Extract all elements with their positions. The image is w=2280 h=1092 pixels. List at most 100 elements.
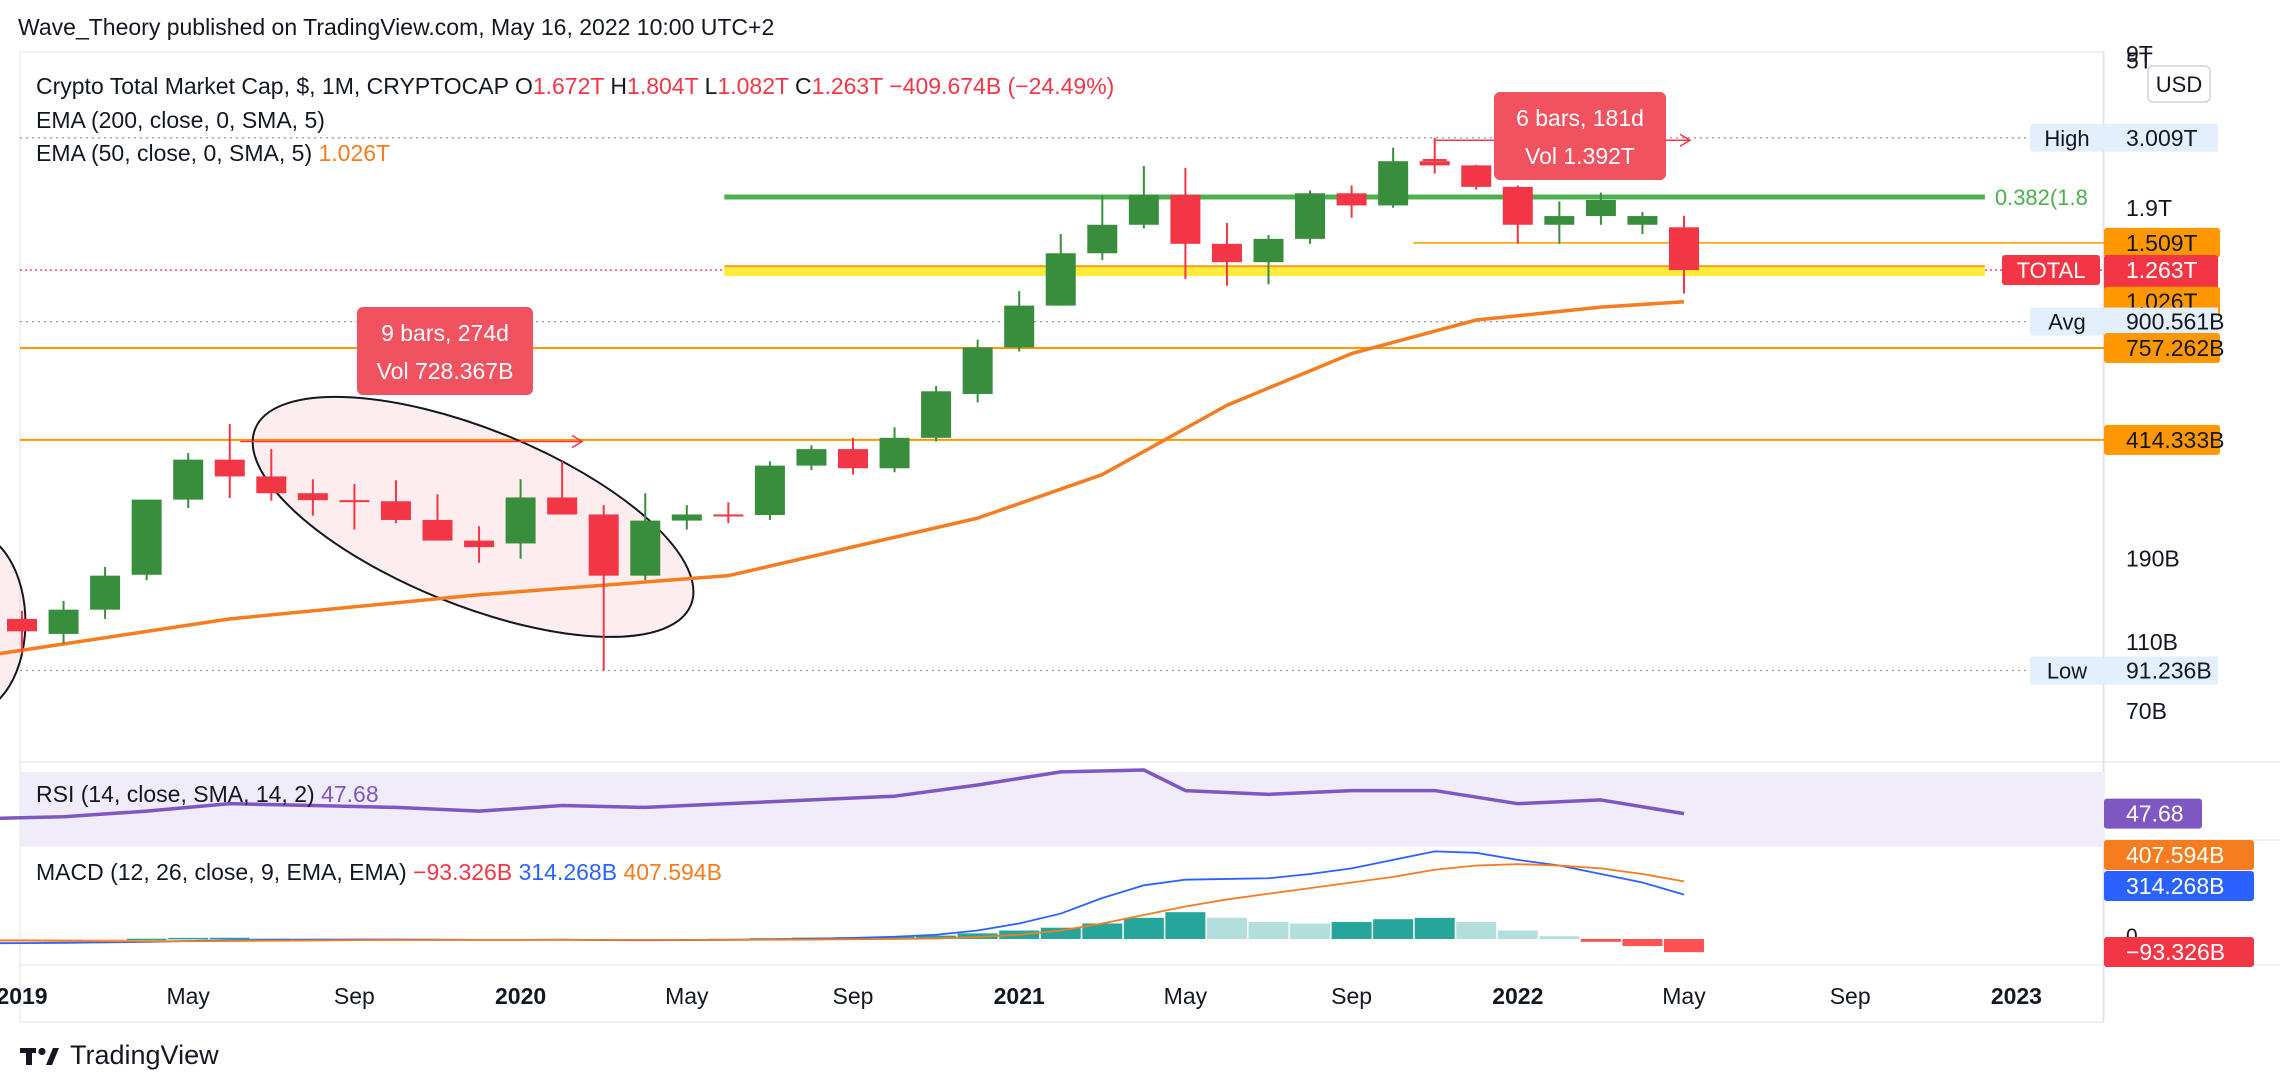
rsi-line [0,768,1685,820]
candle-body [380,501,411,520]
legend-ema50: EMA (50, close, 0, SMA, 5) 1.026T [36,140,390,166]
fib-0382-label: 0.382(1.8 [1995,185,2088,210]
price-tick-label: 1.9T [2126,195,2172,221]
candle-body [921,391,952,438]
time-axis-label: May [1662,983,1706,1009]
candle-body [879,437,910,469]
candle-body [131,499,162,575]
legend-token: H [610,73,627,99]
macd-badge-bg [2104,871,2254,901]
price-badge-title: High [2044,126,2089,151]
candle-body [962,347,993,394]
rsi-band [20,771,2104,847]
price-badge-value: 1.263T [2126,257,2198,283]
time-axis-label: Sep [1331,983,1372,1009]
macd-badge-value: −93.326B [2126,939,2225,965]
candle-body [173,459,204,500]
candle-body [1378,161,1409,206]
pattern-ellipse [251,395,695,638]
candle-body [671,514,702,521]
macd-signal-line [0,863,1685,943]
candle-body [505,497,536,544]
measure-left-line2: Vol 728.367B [377,358,514,384]
macd-histogram-bar [1082,923,1123,939]
candle-body [297,493,328,501]
macd-histogram-bar [209,937,250,940]
price-badge-value: 1.509T [2126,230,2198,256]
macd-histogram-bar [916,935,957,939]
legend-token: L [705,73,718,99]
tradingview-logo-icon [20,1047,59,1065]
candle-body [1045,253,1076,306]
price-tick-label: 70B [2126,698,2167,724]
time-axis-label: 2022 [1492,983,1543,1009]
time-axis-label: 2021 [994,983,1045,1009]
price-badge-bg [2104,333,2220,363]
macd-histogram-bar [1331,922,1372,939]
legend-macd: MACD (12, 26, close, 9, EMA, EMA) −93.32… [36,859,722,885]
price-badge-title-bg [2030,656,2104,685]
candle-body [1004,305,1035,348]
candle-body [1585,199,1616,217]
macd-histogram-bar [1040,927,1081,939]
price-badge-value: 91.236B [2126,658,2212,684]
candle-body [547,497,578,515]
measure-right-line2: Vol 1.392T [1525,143,1635,169]
legend-token: 1.263T [812,73,890,99]
candle-body [256,476,287,494]
candle-body [838,449,868,469]
macd-histogram-bar [1290,923,1331,939]
measure-left-box [357,307,533,395]
macd-histogram-bar [874,936,915,939]
legend-token: −93.326B [413,859,519,885]
candle-body [1295,193,1326,239]
legend-token: C [795,73,812,99]
legend-token: O [515,73,533,99]
macd-badge-bg [2104,937,2254,967]
tradingview-logo[interactable]: TradingView [20,1040,219,1071]
price-badge-title: Low [2047,659,2087,684]
macd-badge-value: 314.268B [2126,873,2224,899]
currency-button-label: USD [2156,72,2202,97]
macd-histogram-bar [85,939,126,941]
price-badge-title-bg [2002,255,2100,286]
candle-body [7,618,37,632]
price-badge-value: 3.009T [2126,125,2198,151]
time-axis-label: Sep [334,983,375,1009]
price-badge-title: Avg [2048,310,2086,335]
legend-token: −409.674B (−24.49%) [889,73,1114,99]
candle-body [90,575,121,610]
candle-body [713,514,744,517]
macd-histogram-bar [1456,922,1497,939]
price-tick-label: 190B [2126,546,2180,572]
chart-frame [19,51,2104,1023]
legend-token: 47.68 [321,781,379,807]
measure-arrowhead-right [1679,133,1692,147]
price-badge-title-bg [2030,307,2104,336]
candle-body [422,519,453,541]
candle-body [1544,216,1575,225]
legend-token: 1.804T [627,73,705,99]
candle-body [464,540,495,548]
candle-body [214,459,245,477]
measure-right-line1: 6 bars, 181d [1516,105,1644,131]
macd-histogram-bar [1622,939,1663,947]
macd-badge-value: 407.594B [2126,842,2224,868]
macd-histogram-bar [126,938,167,941]
candle-body [1170,194,1201,244]
time-axis-label: Sep [1830,983,1871,1009]
legend-token: EMA (50, close, 0, SMA, 5) [36,140,319,166]
currency-button [2147,65,2211,103]
macd-histogram-bar [1539,936,1580,939]
candle-body [48,609,79,634]
legend-token: 1.672T [533,73,611,99]
legend-token: Crypto Total Market Cap, $, 1M, CRYPTOCA… [36,73,515,99]
candle-body [1669,227,1699,271]
macd-histogram-bar [251,938,292,940]
macd-histogram-bar [1664,939,1704,953]
time-axis-label: Sep [833,983,874,1009]
macd-zero-label: 0 [2126,925,2138,948]
price-badge-title: TOTAL [2017,258,2086,283]
